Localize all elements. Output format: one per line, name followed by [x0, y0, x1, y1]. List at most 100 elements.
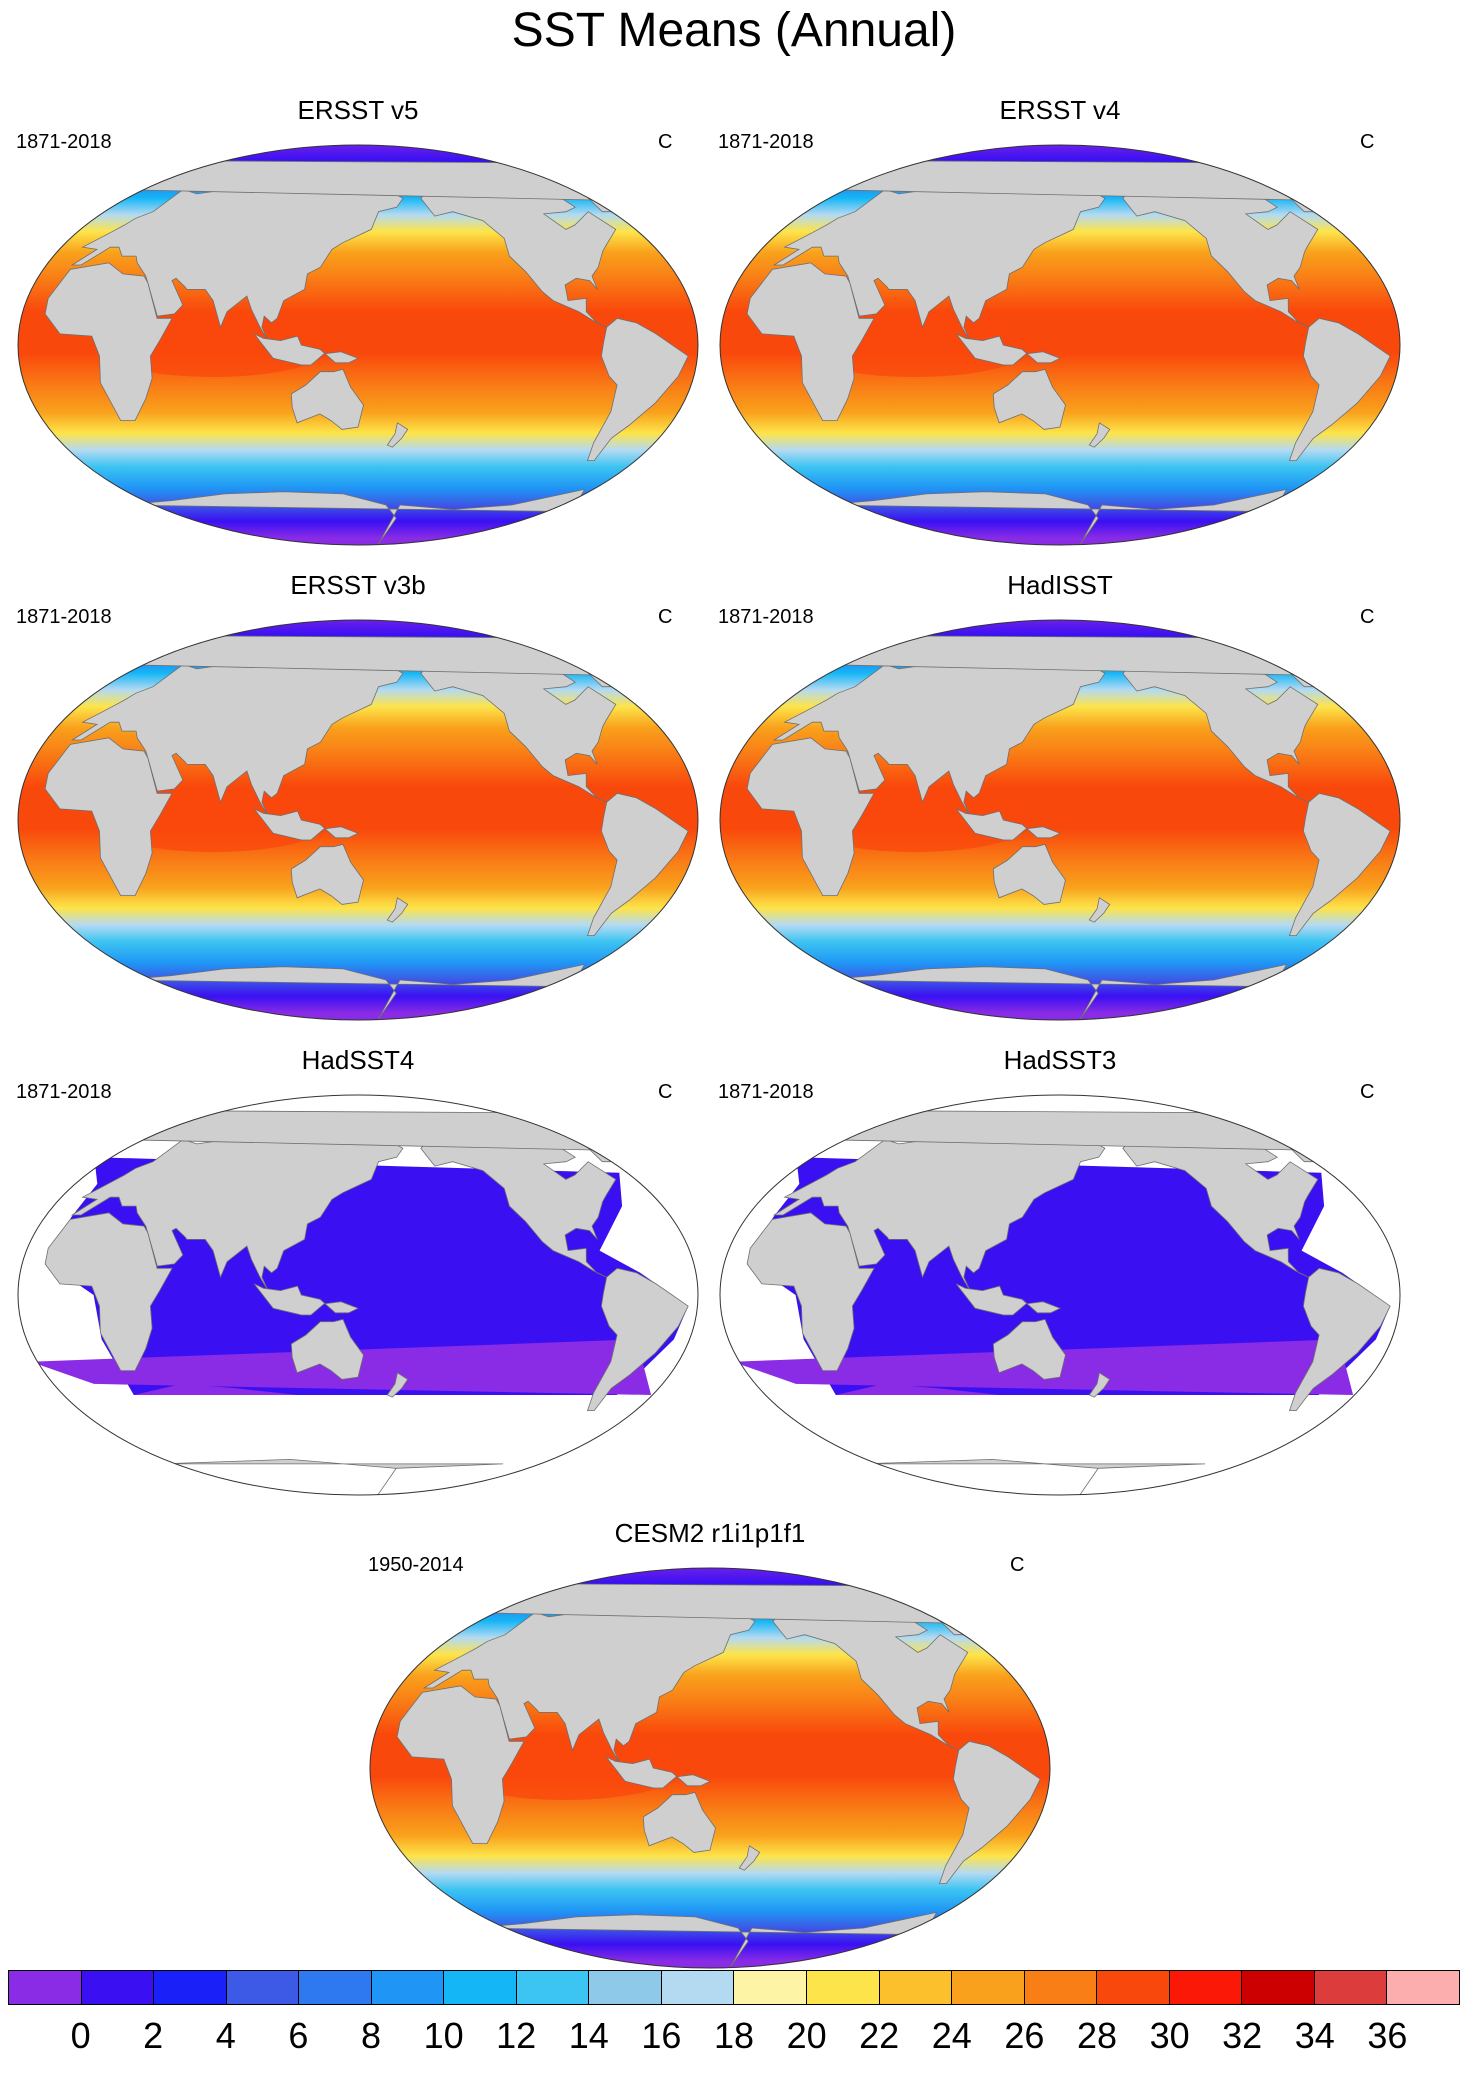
map-layer: [720, 145, 1400, 545]
colorbar-boxes: [8, 1970, 1460, 2005]
panel-title: CESM2 r1i1p1f1: [614, 1518, 806, 1548]
newzealand-land: [386, 422, 409, 448]
panel-years: 1871-2018: [718, 606, 814, 628]
colorbar-swatch: [299, 1971, 372, 2004]
indonesia-land: [955, 1283, 1062, 1316]
newzealand-land: [386, 1372, 409, 1398]
africa-land: [44, 262, 173, 422]
colorbar-tick-label: 12: [496, 2015, 537, 2056]
map-border: [17, 619, 699, 1021]
colorbar-swatch: [81, 1971, 155, 2004]
map-border: [17, 144, 699, 546]
africa-land: [746, 262, 875, 422]
sst-map: [719, 619, 1401, 1021]
panel-years: 1871-2018: [16, 1081, 112, 1103]
panel-years: 1871-2018: [16, 131, 112, 153]
panel-cesm2: CESM2 r1i1p1f1 1950-2014 C: [360, 1518, 1060, 1969]
colorbar-swatch: [9, 1971, 82, 2004]
colorbar-tick-label: 24: [931, 2015, 972, 2056]
africa-land: [746, 1212, 875, 1372]
map-layer: [18, 145, 698, 545]
panel-years: 1950-2014: [368, 1554, 464, 1576]
antarctica-land: [120, 488, 586, 545]
colorbar-swatch: [589, 1971, 662, 2004]
panel-unit: C: [1360, 131, 1375, 153]
colorbar-tick-label: 0: [70, 2015, 91, 2056]
panel-title: ERSST v5: [297, 95, 419, 125]
map-layer: [370, 1568, 1050, 1968]
antarctica-land: [822, 963, 1288, 1020]
panel-ersst-v5: ERSST v5 1871-2018 C: [8, 95, 708, 546]
panel-ersst-v3b: ERSST v3b 1871-2018 C: [8, 570, 708, 1021]
indonesia-land: [253, 1283, 360, 1316]
colorbar-swatch: [154, 1971, 227, 2004]
newzealand-land: [1088, 422, 1111, 448]
namerica-land: [420, 657, 617, 803]
colorbar-tick-label: 14: [568, 2015, 609, 2056]
panel-unit: C: [658, 606, 673, 628]
colorbar-tick-label: 2: [143, 2015, 164, 2056]
australia-land: [642, 1791, 716, 1853]
indonesia-land: [605, 1756, 712, 1789]
indonesia-land: [955, 808, 1062, 841]
antarctica-land: [862, 1458, 1206, 1495]
samerica-land: [586, 1267, 689, 1412]
namerica-land: [420, 182, 617, 328]
namerica-land: [1122, 1132, 1319, 1278]
africa-land: [44, 737, 173, 897]
panel-unit: C: [1010, 1554, 1025, 1576]
colorbar-swatch: [952, 1971, 1025, 2004]
map-layer: [18, 1095, 698, 1495]
panel-unit: C: [1360, 1081, 1375, 1103]
panel-title: ERSST v4: [999, 95, 1121, 125]
southindian-data: [835, 1383, 1000, 1395]
eurasia-land: [422, 1598, 756, 1767]
panel-title: HadISST: [1007, 570, 1113, 600]
indonesia-land: [253, 333, 360, 366]
newzealand-land: [1088, 1372, 1111, 1398]
colorbar-tick-label: 22: [859, 2015, 900, 2056]
eurasia-land: [772, 175, 1106, 344]
colorbar-tick-label: 32: [1222, 2015, 1263, 2056]
colorbar-swatch: [1387, 1971, 1459, 2004]
panel-unit: C: [1360, 606, 1375, 628]
panel-unit: C: [658, 1081, 673, 1103]
colorbar-swatch: [516, 1971, 590, 2004]
newzealand-land: [738, 1845, 761, 1871]
eurasia-land: [70, 1125, 404, 1294]
sst-map: [719, 144, 1401, 546]
africa-land: [44, 1212, 173, 1372]
map-layer: [18, 620, 698, 1020]
southindian-data: [133, 1383, 298, 1395]
samerica-land: [586, 317, 689, 462]
colorbar-tick-label: 18: [713, 2015, 755, 2056]
panel-hadsst3: HadSST3 1871-2018 C: [710, 1045, 1410, 1496]
samerica-land: [1288, 792, 1391, 937]
map-border: [17, 1094, 699, 1496]
panel-years: 1871-2018: [718, 131, 814, 153]
australia-land: [992, 368, 1066, 430]
colorbar-tick-label: 36: [1367, 2015, 1408, 2056]
colorbar-swatch: [226, 1971, 300, 2004]
australia-land: [290, 1318, 364, 1380]
samerica-land: [1288, 317, 1391, 462]
africa-land: [746, 737, 875, 897]
panel-title: HadSST4: [301, 1045, 415, 1075]
colorbar-tick-label: 30: [1149, 2015, 1190, 2056]
eurasia-land: [70, 650, 404, 819]
sst-map: [719, 1094, 1401, 1496]
panel-title: HadSST3: [1003, 1045, 1117, 1075]
eurasia-land: [772, 650, 1106, 819]
colorbar-tick-label: 4: [215, 2015, 236, 2056]
colorbar-swatch: [807, 1971, 880, 2004]
map-border: [719, 619, 1401, 1021]
main-title: SST Means (Annual): [511, 4, 957, 57]
map-border: [719, 144, 1401, 546]
samerica-land: [586, 792, 689, 937]
australia-land: [290, 368, 364, 430]
panel-hadisst: HadISST 1871-2018 C: [710, 570, 1410, 1021]
colorbar-swatch: [1024, 1971, 1098, 2004]
colorbar-tick-label: 6: [288, 2015, 309, 2056]
map-border: [369, 1567, 1051, 1969]
newzealand-land: [1088, 897, 1111, 923]
